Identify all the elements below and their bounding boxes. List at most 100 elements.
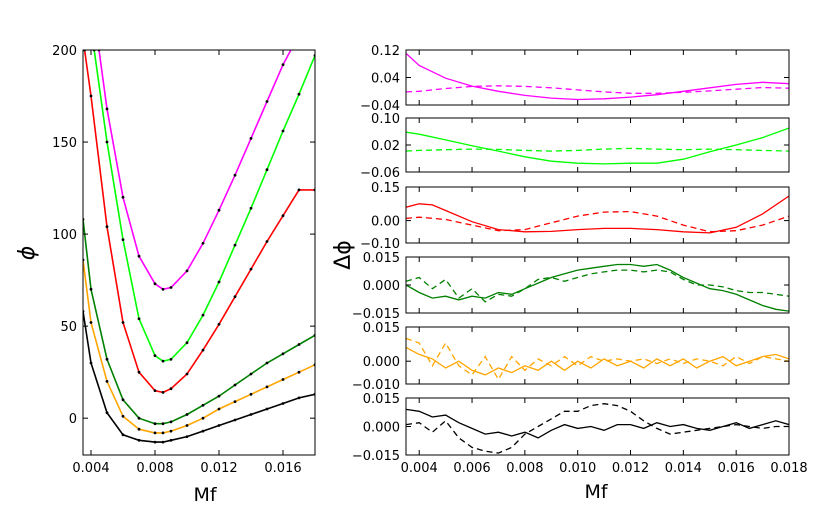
point-darkgreen [297, 343, 301, 346]
point-lime [153, 354, 157, 357]
ytick-label: −0.015 [352, 449, 400, 464]
point-red [153, 389, 157, 392]
point-darkgreen [249, 372, 253, 376]
point-lime [161, 359, 165, 363]
panel-right-4: 0.015 0.000 −0.015 [352, 251, 790, 322]
ytick-label: 0.04 [371, 72, 400, 87]
point-black [121, 433, 125, 437]
point-magenta [169, 286, 173, 289]
point-red [137, 370, 141, 374]
series-left-black [83, 311, 315, 443]
point-magenta [185, 269, 189, 273]
point-darkgreen [121, 398, 125, 402]
series-left-lime [93, 50, 315, 362]
point-orange [89, 321, 93, 324]
point-magenta [281, 63, 285, 67]
panel-left: 0 50 100 150 200 0.004 0.008 0.012 0.016 [52, 44, 316, 476]
point-orange [161, 431, 165, 435]
point-red [249, 267, 253, 271]
ytick-label: 0.10 [371, 112, 400, 127]
ytick-label: 0.15 [371, 181, 400, 196]
point-darkgreen [161, 422, 165, 426]
ytick-label: 0.000 [363, 279, 400, 294]
point-lime [185, 341, 189, 345]
ytick-label: 200 [52, 44, 77, 59]
xtick-label: 0.010 [559, 461, 596, 476]
ytick-label: −0.06 [360, 166, 400, 181]
right-xlabel: Mf [584, 481, 608, 503]
point-red [121, 321, 125, 324]
xtick-label: 0.004 [72, 461, 109, 476]
point-darkgreen [185, 413, 189, 416]
ytick-label: −0.04 [360, 99, 400, 114]
point-darkgreen [105, 357, 109, 361]
point-black [265, 407, 269, 411]
point-lime [249, 206, 253, 210]
point-orange [265, 385, 269, 389]
point-red [185, 372, 189, 376]
point-magenta [153, 282, 157, 286]
point-magenta [161, 287, 165, 291]
point-red [161, 391, 165, 394]
ytick-label: −0.010 [352, 378, 400, 393]
ytick-label: 0.000 [363, 421, 400, 436]
point-black [185, 435, 189, 438]
point-magenta [201, 241, 205, 245]
point-magenta [121, 195, 125, 199]
point-red [297, 188, 301, 192]
series-right-4-solid [406, 263, 789, 312]
point-orange [281, 378, 285, 381]
left-ylabel: ϕ [15, 246, 40, 261]
point-darkgreen [233, 383, 237, 387]
series-right-1-dashed [406, 85, 789, 94]
panel-right-2: 0.10 0.02 −0.06 [360, 112, 790, 181]
point-black [201, 429, 205, 433]
panel-right-5: 0.015 0.000 −0.010 [352, 321, 790, 393]
axes-frame [405, 49, 790, 106]
plot-panels: 0 50 100 150 200 0.004 0.008 0.012 0.016 0.12 0.04… [52, 44, 807, 476]
series-right-2-solid [406, 127, 789, 165]
point-magenta [137, 254, 141, 258]
ytick-label: 0.015 [363, 251, 400, 266]
series-right-5-dashed [406, 337, 789, 381]
point-lime [137, 317, 141, 321]
point-black [281, 402, 285, 405]
point-orange [233, 400, 237, 403]
point-lime [297, 92, 301, 96]
point-darkgreen [169, 420, 173, 424]
point-black [153, 440, 157, 444]
point-red [169, 387, 173, 391]
series-right-4-dashed [406, 269, 789, 303]
ytick-label: 0.015 [363, 321, 400, 336]
ytick-label: 0.12 [371, 44, 400, 59]
xtick-label: 0.012 [200, 461, 237, 476]
axes-frame [82, 49, 316, 456]
xtick-label: 0.014 [665, 461, 702, 476]
ytick-label: 0 [69, 412, 77, 427]
left-xlabel: Mf [193, 484, 217, 506]
point-lime [105, 140, 109, 144]
ytick-label: −0.015 [352, 307, 400, 322]
ytick-label: 150 [52, 136, 77, 151]
axes-frame [405, 186, 790, 244]
ytick-label: 0.00 [371, 215, 400, 230]
ytick-label: 50 [60, 320, 77, 335]
series-right-6-solid [406, 408, 789, 439]
xtick-label: 0.016 [264, 461, 301, 476]
point-black [217, 424, 221, 427]
point-red [265, 240, 269, 243]
point-magenta [265, 100, 269, 103]
series-right-6-dashed [406, 403, 789, 454]
point-black [249, 413, 253, 416]
point-black [233, 418, 237, 422]
point-darkgreen [89, 287, 93, 291]
xtick-label: 0.012 [612, 461, 649, 476]
point-black [137, 438, 141, 442]
point-magenta [217, 208, 221, 212]
point-lime [217, 280, 221, 284]
ytick-label: −0.10 [360, 237, 400, 252]
point-lime [169, 357, 173, 361]
point-orange [249, 392, 253, 396]
point-lime [121, 238, 125, 242]
